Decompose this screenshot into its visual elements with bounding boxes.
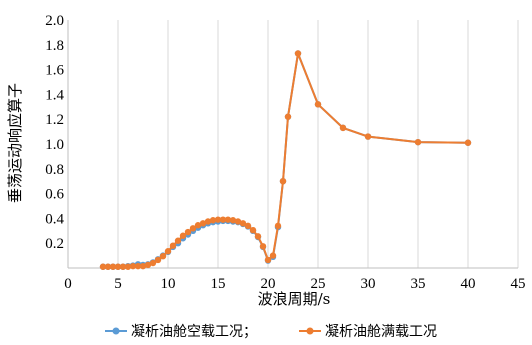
data-point <box>254 233 262 240</box>
y-tick-label: 1.0 <box>45 137 64 153</box>
grid-lines <box>117 20 519 268</box>
data-point <box>199 220 207 227</box>
data-point <box>274 222 282 230</box>
data-point <box>149 259 157 267</box>
x-tick-label: 5 <box>114 276 122 292</box>
data-point <box>209 217 217 224</box>
data-point <box>134 262 142 270</box>
data-point <box>259 243 267 250</box>
data-point <box>129 262 137 270</box>
x-tick-label: 15 <box>211 276 226 292</box>
data-point <box>339 124 347 132</box>
series-line-1 <box>103 52 469 268</box>
legend: 凝析油舱空载工况； 凝析油舱满载工况 <box>105 324 437 340</box>
data-point <box>184 228 192 236</box>
y-tick-label: 1.2 <box>45 112 64 128</box>
y-tick-label: 0.2 <box>45 236 64 252</box>
data-point <box>364 133 372 140</box>
data-point <box>159 253 167 260</box>
axes <box>67 20 518 269</box>
data-point <box>294 50 302 57</box>
data-point <box>224 216 232 223</box>
data-point <box>179 232 187 239</box>
y-tick-label: 1.8 <box>45 38 64 54</box>
x-tick-label: 20 <box>261 276 276 292</box>
data-point <box>314 101 322 108</box>
legend-item-series-0: 凝析油舱空载工况； <box>105 324 257 340</box>
data-point <box>229 217 237 224</box>
data-point <box>189 225 197 232</box>
x-tick-label: 40 <box>461 276 476 292</box>
data-point <box>174 237 182 244</box>
data-point <box>279 178 287 185</box>
data-point <box>154 256 162 264</box>
data-point <box>464 139 472 146</box>
data-point <box>194 222 202 229</box>
data-point <box>124 263 132 270</box>
data-point <box>264 256 272 264</box>
legend-item-series-1: 凝析油舱满载工况 <box>299 324 437 340</box>
data-point <box>249 226 257 234</box>
legend-label-series-1: 凝析油舱满载工况 <box>325 324 437 340</box>
x-tick-label: 0 <box>64 276 72 292</box>
data-point <box>269 252 277 259</box>
data-point <box>99 263 107 270</box>
y-tick-label: 2.0 <box>45 13 64 29</box>
data-point <box>239 220 247 227</box>
series-group <box>99 50 472 270</box>
y-tick-label: 1.4 <box>45 87 64 103</box>
legend-marker-series-1 <box>306 327 314 335</box>
legend-label-series-0: 凝析油舱空载工况； <box>131 324 257 340</box>
data-point <box>214 216 222 223</box>
y-tick-labels: 0.2 0.4 0.6 0.8 1.0 1.2 1.4 1.6 1.8 2.0 <box>45 13 64 252</box>
x-tick-label: 35 <box>411 276 426 292</box>
x-tick-label: 45 <box>511 276 526 292</box>
x-axis-label: 波浪周期/s <box>258 290 331 308</box>
data-point <box>144 261 152 269</box>
data-point <box>169 242 177 249</box>
legend-marker-series-0 <box>112 327 120 335</box>
x-tick-label: 30 <box>361 276 376 292</box>
data-point <box>234 218 242 225</box>
data-point <box>119 263 127 270</box>
data-point <box>219 216 227 223</box>
data-point <box>139 262 147 270</box>
data-point <box>114 263 122 270</box>
x-tick-labels: 0 5 10 15 20 25 30 35 40 45 <box>64 276 525 292</box>
y-tick-label: 1.6 <box>45 63 64 79</box>
data-point <box>284 113 292 120</box>
y-tick-label: 0.4 <box>45 211 64 227</box>
data-point <box>104 263 112 270</box>
data-point <box>204 218 212 225</box>
y-tick-label: 0.8 <box>45 162 64 178</box>
series-1 <box>99 50 472 270</box>
data-point <box>244 222 252 230</box>
data-point <box>164 248 172 255</box>
x-tick-label: 10 <box>161 276 176 292</box>
y-axis-label: 垂荡运动响应算子 <box>6 83 24 203</box>
data-point <box>109 263 117 270</box>
data-point <box>414 138 422 146</box>
y-tick-label: 0.6 <box>45 187 64 203</box>
x-tick-label: 25 <box>311 276 326 292</box>
